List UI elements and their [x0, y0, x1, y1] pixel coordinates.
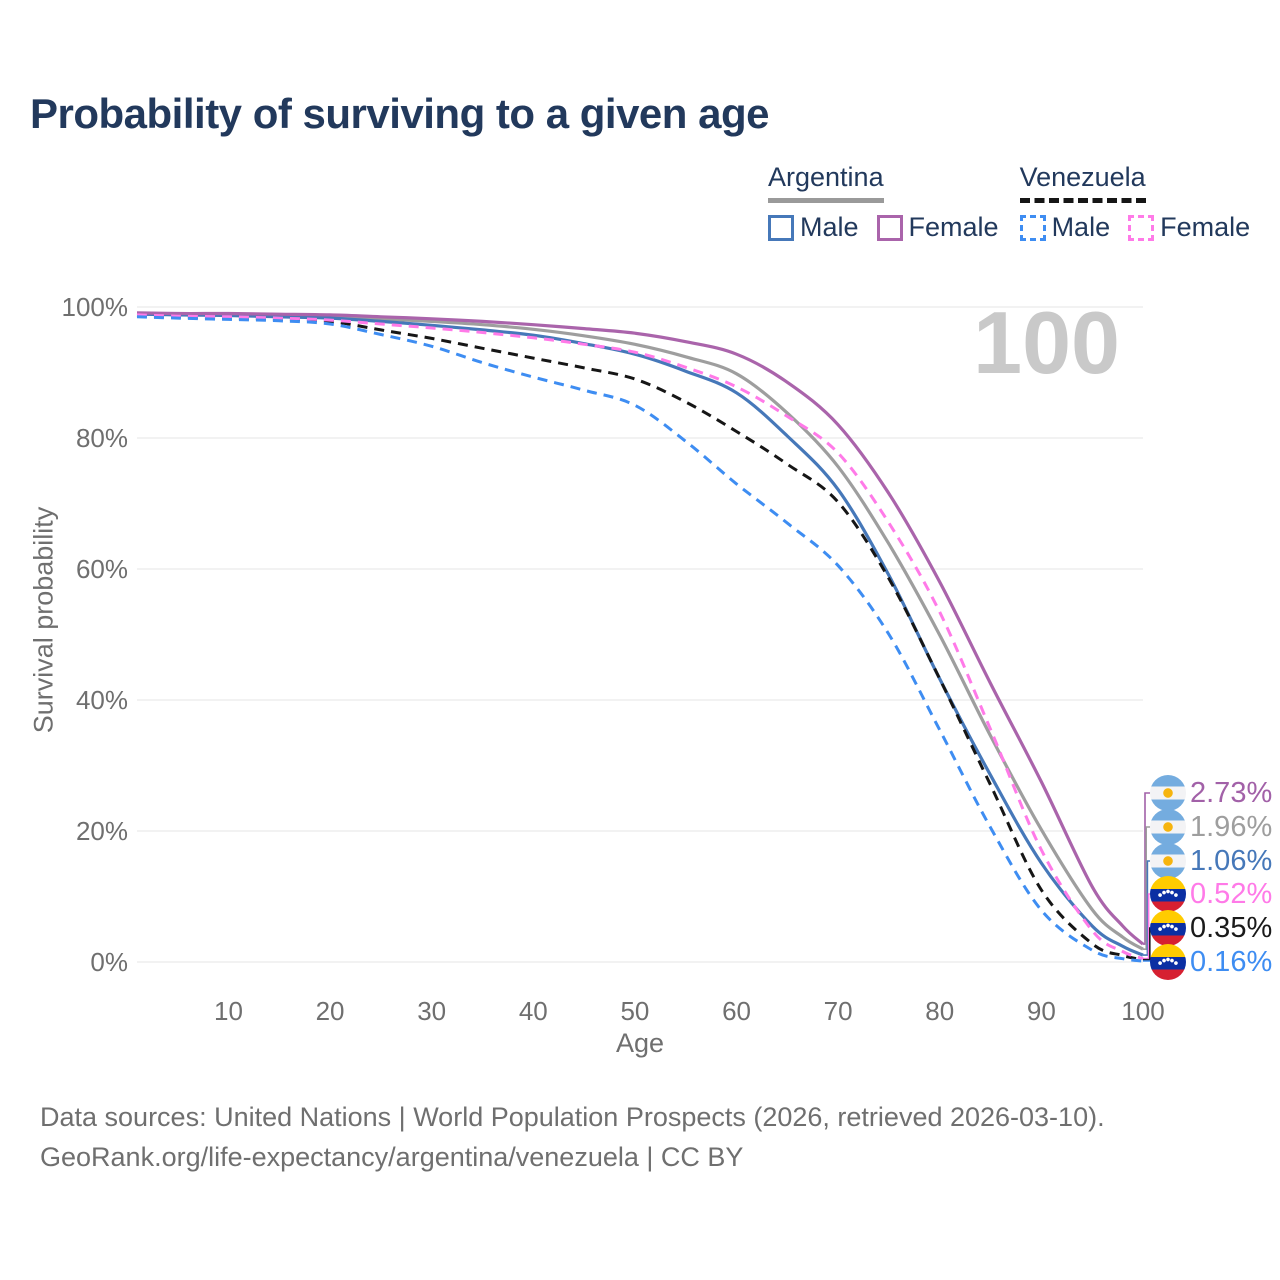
page-title: Probability of surviving to a given age: [30, 90, 769, 137]
x-tick-label-20: 20: [315, 996, 345, 1026]
y-axis-title: Survival probability: [28, 506, 59, 734]
end-label-connector-argentina-both: [1143, 826, 1150, 950]
x-tick-label-60: 60: [722, 996, 751, 1026]
legend-swatch-venezuela-male: [1019, 214, 1046, 241]
x-tick-label-30: 30: [417, 996, 447, 1026]
x-tick-label-100: 100: [1121, 996, 1165, 1026]
legend-swatch-venezuela-female: [1128, 214, 1155, 241]
x-tick-label-40: 40: [518, 996, 548, 1026]
y-tick-label-80: 80%: [75, 423, 128, 453]
legend-label-argentina-male: Male: [800, 212, 859, 242]
venezuela-flag-icon: [1150, 876, 1186, 912]
end-label-value: 0.35%: [1190, 911, 1273, 944]
curve-venezuela-both[interactable]: [136, 314, 1144, 962]
legend-group-venezuela: Venezuela Male Female: [1019, 162, 1250, 243]
legend-item-argentina-male[interactable]: Male: [768, 212, 859, 243]
end-label-value: 1.96%: [1190, 810, 1273, 843]
legend-swatch-argentina-female: [876, 214, 903, 241]
curve-venezuela-male[interactable]: [136, 315, 1144, 963]
y-tick-label-60: 60%: [75, 554, 128, 584]
y-tick-label-100: 100%: [61, 292, 129, 322]
end-label-connector-venezuela-both: [1143, 927, 1151, 961]
legend-country-venezuela[interactable]: Venezuela: [1019, 162, 1146, 203]
legend-item-argentina-female[interactable]: Female: [876, 212, 999, 243]
x-tick-label-80: 80: [925, 996, 955, 1026]
end-label-connector-venezuela-female: [1143, 893, 1150, 960]
end-label-argentina-both[interactable]: 1.96%: [1150, 809, 1272, 845]
footer-attribution: GeoRank.org/life-expectancy/argentina/ve…: [40, 1142, 744, 1172]
y-tick-label-40: 40%: [75, 685, 128, 715]
curve-venezuela-female[interactable]: [136, 313, 1144, 961]
end-label-venezuela-male[interactable]: 0.16%: [1150, 944, 1272, 980]
argentina-flag-icon: [1150, 843, 1186, 879]
legend-label-venezuela-male: Male: [1051, 212, 1111, 242]
y-tick-label-0: 0%: [90, 947, 128, 977]
end-label-connector-argentina-male: [1143, 860, 1150, 956]
legend-items-venezuela: Male Female: [1019, 212, 1250, 243]
legend-item-venezuela-female[interactable]: Female: [1128, 212, 1250, 243]
x-axis-title: Age: [615, 1028, 665, 1058]
argentina-flag-icon: [1150, 809, 1186, 845]
legend-items-argentina: Male Female: [768, 212, 999, 243]
x-tick-label-50: 50: [620, 996, 650, 1026]
end-label-argentina-male[interactable]: 1.06%: [1150, 843, 1272, 879]
legend-group-argentina: Argentina Male Female: [768, 162, 999, 243]
end-label-argentina-female[interactable]: 2.73%: [1150, 775, 1272, 811]
venezuela-flag-icon: [1150, 944, 1186, 980]
legend-item-venezuela-male[interactable]: Male: [1019, 212, 1111, 243]
chart-legend: Argentina Male Female Venezuela Male Female: [768, 162, 1250, 243]
x-tick-label-10: 10: [213, 996, 243, 1026]
end-label-connector-argentina-female: [1143, 792, 1150, 945]
y-tick-label-20: 20%: [75, 816, 128, 846]
footer-sources: Data sources: United Nations | World Pop…: [40, 1102, 1105, 1132]
end-label-value: 0.16%: [1190, 945, 1273, 978]
end-label-value: 1.06%: [1190, 844, 1273, 877]
end-label-venezuela-both[interactable]: 0.35%: [1150, 910, 1272, 946]
end-label-venezuela-female[interactable]: 0.52%: [1150, 876, 1272, 912]
end-label-value: 0.52%: [1190, 877, 1273, 910]
hover-age-watermark: 100: [973, 293, 1120, 392]
end-label-value: 2.73%: [1190, 776, 1273, 809]
legend-label-venezuela-female: Female: [1160, 212, 1251, 242]
curve-argentina-female[interactable]: [136, 311, 1145, 946]
legend-country-argentina[interactable]: Argentina: [768, 162, 884, 203]
argentina-flag-icon: [1150, 775, 1186, 811]
x-tick-label-70: 70: [823, 996, 853, 1026]
legend-swatch-argentina-male: [768, 214, 794, 241]
venezuela-flag-icon: [1150, 910, 1186, 946]
legend-label-argentina-female: Female: [908, 212, 999, 242]
curve-argentina-male[interactable]: [136, 312, 1144, 957]
x-tick-label-90: 90: [1026, 996, 1056, 1026]
